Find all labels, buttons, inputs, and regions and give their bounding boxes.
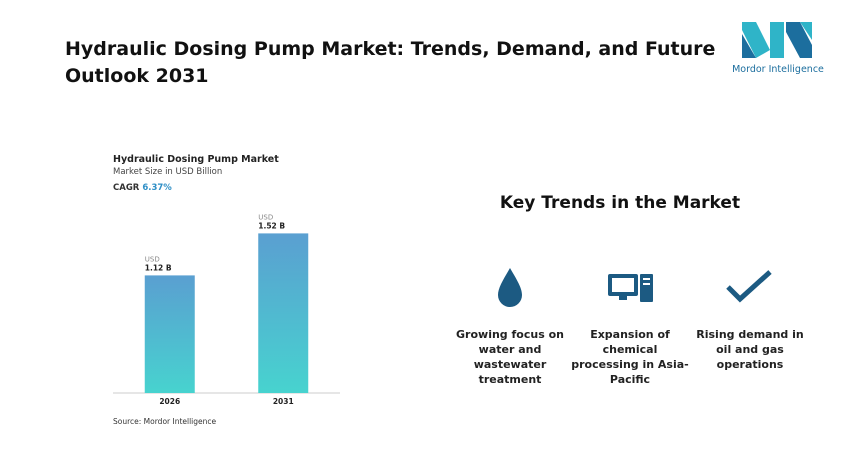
cagr-value: 6.37% (142, 183, 172, 193)
value-label: 1.52 B (258, 221, 285, 230)
monitor-screen (612, 278, 634, 292)
x-tick-label: 2031 (273, 397, 294, 406)
tower-slot (643, 283, 650, 285)
bar (144, 275, 195, 393)
check-icon (726, 270, 772, 303)
tower-slot (643, 278, 650, 280)
source: Source: Mordor Intelligence (113, 417, 217, 426)
trend-item: Expansion of chemical processing in Asia… (571, 328, 689, 386)
page-title: Hydraulic Dosing Pump Market: Trends, De… (65, 38, 716, 87)
trends-title: Key Trends in the Market (499, 193, 741, 213)
cagr-label: CAGR 6.37% (113, 183, 172, 193)
monitor-stand (619, 296, 627, 300)
value-unit: USD (145, 255, 160, 263)
bar (258, 233, 309, 393)
cagr-label: CAGR (113, 183, 140, 193)
water-icon (498, 268, 522, 307)
value-unit: USD (258, 213, 273, 221)
tower-icon (640, 274, 653, 302)
x-tick-label: 2026 (159, 397, 180, 406)
trend-item: Growing focus on water and wastewater tr… (456, 328, 564, 386)
chart-title: Hydraulic Dosing Pump Market (113, 154, 279, 165)
trend-icons (498, 268, 772, 307)
logo: Mordor Intelligence (732, 22, 824, 75)
trend-item: Rising demand in oil and gas operations (696, 328, 804, 371)
value-label: 1.12 B (145, 263, 172, 272)
chart-subtitle: Market Size in USD Billion (113, 167, 222, 177)
logo-text: Mordor Intelligence (732, 64, 824, 75)
